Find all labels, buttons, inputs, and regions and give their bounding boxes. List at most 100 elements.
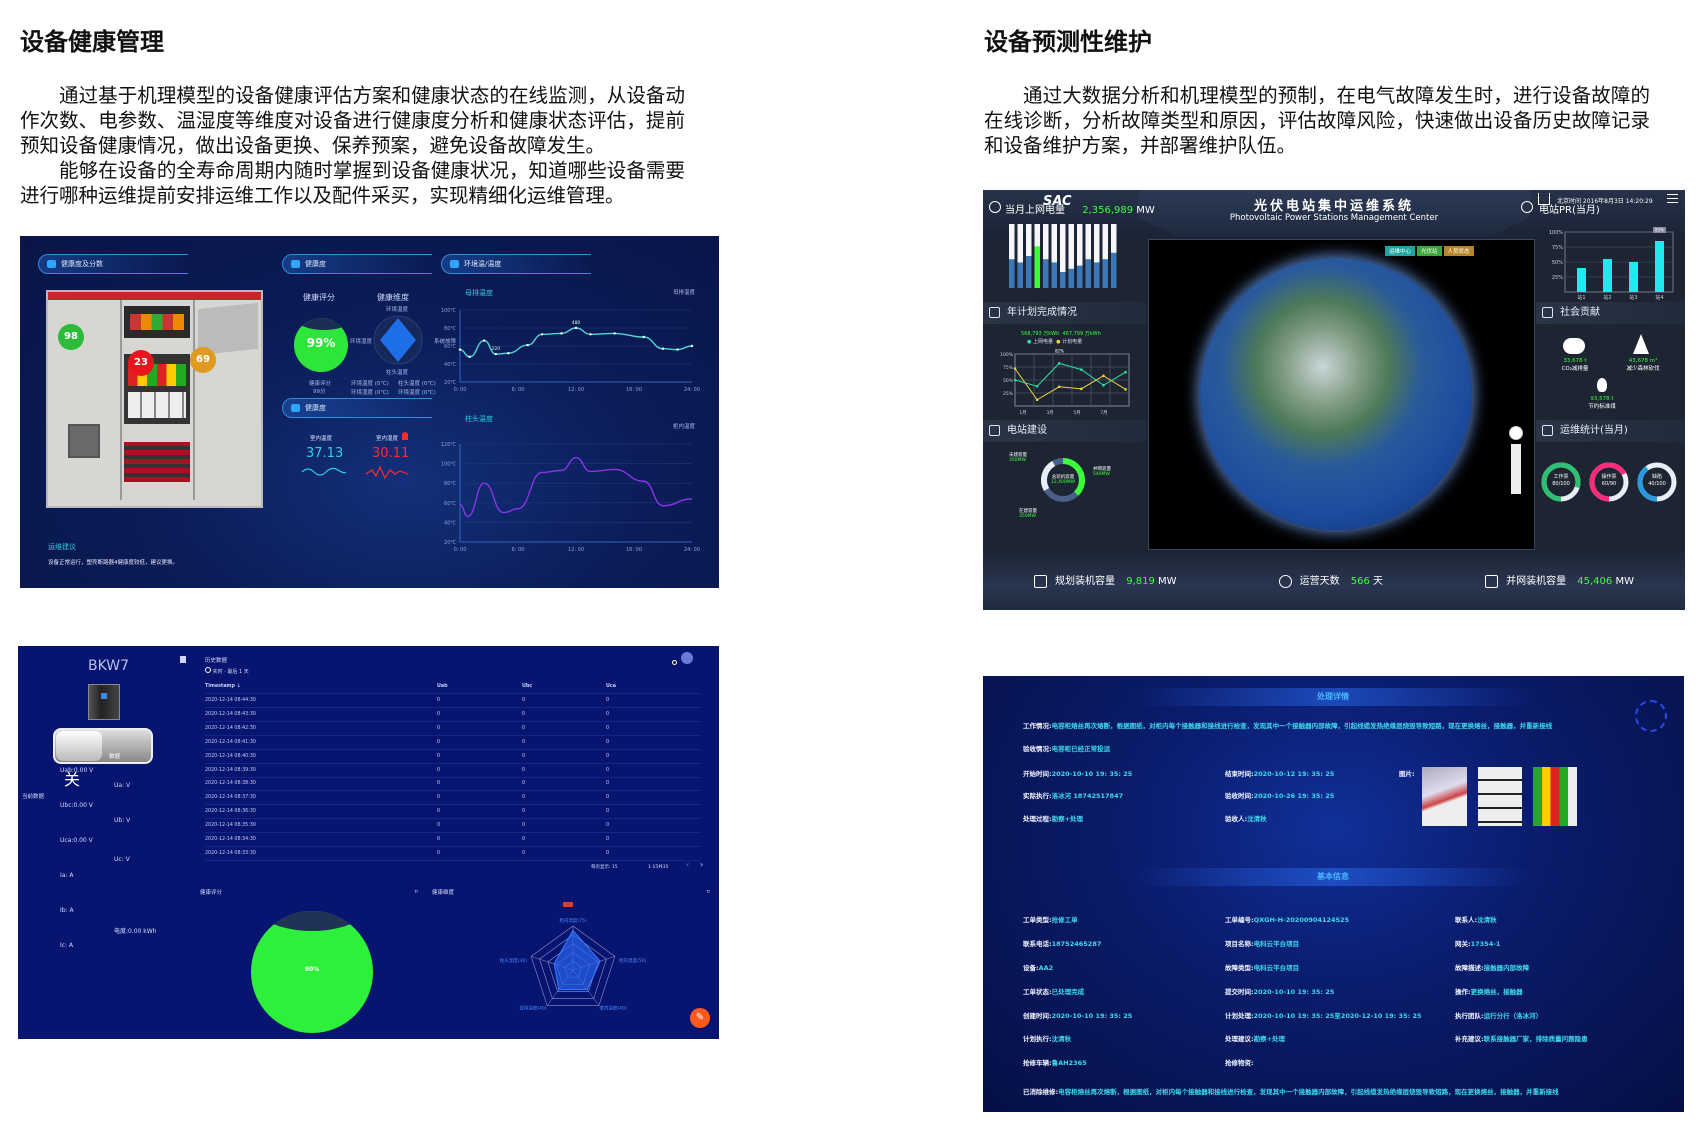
delete-icon[interactable] — [180, 656, 186, 663]
lightning-icon — [989, 201, 1001, 213]
data-point — [642, 335, 645, 339]
health-description: 通过基于机理模型的设备健康评估方案和健康状态的在线监测，从设备动作次数、电参数、… — [20, 84, 685, 209]
photo-thumbnail[interactable] — [1533, 767, 1577, 826]
drag-icon[interactable]: ⠶ — [414, 888, 419, 895]
compass-icon[interactable] — [1509, 426, 1523, 440]
monthly-energy-value: 2,356,989 — [1082, 205, 1134, 216]
x-tick-label: 1月 — [1019, 410, 1026, 416]
table-row[interactable]: 2020-12-14 08:34:30 0 0 0 — [205, 833, 701, 847]
label: 结束时间: — [1225, 770, 1254, 778]
column-header[interactable]: Uab — [437, 684, 448, 689]
table-cell: 0 — [437, 823, 441, 829]
work-status: 工作情况:电容柜熔丝再次熔断，根据图纸，对柜内每个接触器和接线进行检查，发现其中… — [1023, 720, 1552, 730]
photo-thumbnail[interactable] — [1478, 767, 1522, 826]
legend-label: 上网电量 — [1032, 339, 1053, 345]
health-badge[interactable]: 69 — [190, 347, 216, 373]
search-icon[interactable] — [672, 660, 677, 665]
next-page-button[interactable]: › — [700, 860, 704, 869]
data-point — [1124, 388, 1127, 391]
page-size[interactable]: 每页显示: 15 — [591, 865, 618, 870]
column-header[interactable]: Timestamp ↓ — [205, 684, 241, 689]
x-tick-label: 24: 00 — [684, 387, 700, 393]
bar — [1034, 246, 1040, 288]
label: 处理过程: — [1023, 815, 1052, 823]
plan-total: 568,793 万kWh — [1021, 331, 1060, 337]
highlight-label: 82% — [1655, 228, 1664, 233]
history-range[interactable]: 实时 · 最后 1 天 — [205, 667, 249, 675]
table-row[interactable]: 2020-12-14 08:44:30 0 0 0 — [205, 694, 701, 708]
table-cell: 0 — [522, 781, 526, 787]
data-point — [574, 326, 578, 330]
bar — [1017, 262, 1023, 288]
legend-label: 计划电量 — [1062, 339, 1083, 345]
map-tag[interactable]: 人员状态 — [1443, 246, 1474, 256]
pictures-label: 图片: — [1399, 770, 1415, 778]
dimension-reading: 环境温度 (0℃) — [398, 390, 436, 396]
grid-copy-icon — [1485, 574, 1499, 588]
switchgear-cabinet-image — [46, 290, 263, 508]
dimension-reading: 环境温度 (0℃) — [351, 381, 389, 387]
value: 电科云平台项目 — [1253, 964, 1300, 972]
total-capacity-label: 总装机容量 — [1051, 475, 1075, 480]
dimension-reading: 柱头温度 (0℃) — [398, 381, 436, 387]
table-row[interactable]: 2020-12-14 08:40:30 0 0 0 — [205, 750, 701, 764]
ring-gauge — [1589, 462, 1629, 502]
drag-icon[interactable]: ⠶ — [706, 888, 711, 895]
health-radar — [373, 315, 423, 365]
power-toggle[interactable]: 数据 — [53, 728, 153, 764]
health-badge[interactable]: 98 — [58, 324, 84, 350]
zoom-controls[interactable] — [1511, 444, 1521, 494]
value: 2020-10-12 19: 35: 25 — [1253, 770, 1335, 778]
header-label: 运维统计(当月) — [1560, 425, 1628, 436]
table-cell: 0 — [522, 739, 526, 745]
health-badge[interactable]: 23 — [128, 350, 154, 376]
map-tag[interactable]: 光伏站 — [1417, 246, 1442, 256]
value: 电科云平台项目 — [1253, 940, 1300, 948]
basic-field: 抢修物资: — [1225, 1057, 1254, 1067]
reading-value: Ub: V — [114, 817, 131, 824]
monthly-energy-label: 当月上网电量 — [1005, 205, 1065, 216]
monthly-energy-unit: MW — [1136, 205, 1155, 216]
radar-label: 环境温度 — [386, 307, 409, 313]
column-header[interactable]: Ubc — [522, 684, 533, 689]
table-row[interactable]: 2020-12-14 08:35:30 0 0 0 — [205, 819, 701, 834]
table-cell: 0 — [437, 767, 441, 773]
table-row[interactable]: 2020-12-14 08:41:30 0 0 0 — [205, 736, 701, 750]
table-row[interactable]: 2020-12-14 08:37:30 0 0 0 — [205, 791, 701, 806]
basic-field: 补充建议:联系接触器厂家，排除质量问题隐患 — [1455, 1033, 1588, 1043]
y-tick-label: 100% — [1549, 230, 1564, 236]
basic-field: 故障描述:接触器内部故障 — [1455, 962, 1529, 972]
globe-map[interactable]: 运维中心 光伏站 人员状态 — [1148, 239, 1535, 550]
table-row[interactable]: 2020-12-14 08:42:30 0 0 0 — [205, 722, 701, 736]
highlight-tag — [1653, 227, 1666, 233]
photo-thumbnail[interactable] — [1422, 767, 1467, 826]
table-row[interactable]: 2020-12-14 08:36:30 0 0 0 — [205, 805, 701, 820]
earth-globe[interactable] — [1200, 258, 1472, 530]
x-tick-label: 6: 00 — [512, 387, 525, 393]
table-row[interactable]: 2020-12-14 08:43:30 0 0 0 — [205, 708, 701, 722]
grid-capacity: 并网容量 540MW — [1093, 466, 1111, 477]
table-row[interactable]: 2020-12-14 08:33:30 0 0 0 — [205, 847, 701, 861]
radar-legend-swatch[interactable] — [563, 902, 573, 907]
table-cell: 2020-12-14 08:37:30 — [205, 795, 256, 801]
column-header[interactable]: Uca — [606, 684, 616, 689]
table-row[interactable]: 2020-12-14 08:38:30 0 0 0 — [205, 777, 701, 792]
paragraph: 通过大数据分析和机理模型的预制，在电气故障发生时，进行设备故障的在线诊断，分析故… — [984, 86, 1650, 157]
radar-label: 柜内湿度(50) — [619, 957, 646, 964]
menu-icon[interactable] — [1667, 194, 1678, 203]
value: 43,678 m³ — [1628, 358, 1658, 364]
basic-field: 联系电话:18752465287 — [1023, 938, 1101, 948]
unbuilt-capacity: 未建容量 350MW — [1009, 452, 1027, 463]
table-row[interactable]: 2020-12-14 08:39:30 0 0 0 — [205, 764, 701, 778]
label: 计划处理: — [1225, 1012, 1254, 1020]
map-tag[interactable]: 运维中心 — [1385, 246, 1416, 256]
table-cell: 0 — [522, 698, 526, 703]
footer-stat: 并网装机容量 45,406 MW — [1485, 572, 1634, 588]
home-icon[interactable] — [1538, 193, 1550, 205]
data-point — [560, 332, 563, 335]
edit-button[interactable]: ✎ — [690, 1008, 710, 1028]
table-cell: 0 — [606, 753, 610, 759]
more-icon[interactable] — [681, 652, 693, 664]
prev-page-button[interactable]: ‹ — [686, 860, 690, 869]
x-tick-label: 站1 — [1577, 294, 1585, 301]
